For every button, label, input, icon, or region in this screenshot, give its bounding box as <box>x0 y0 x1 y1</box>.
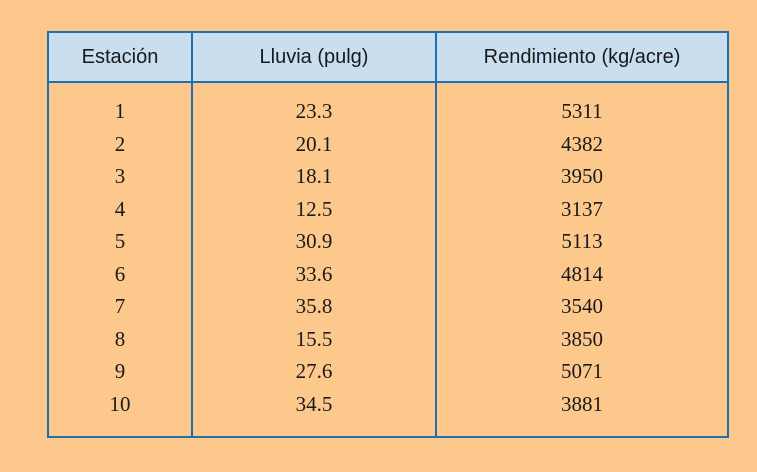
cell-estacion: 9 <box>114 359 126 383</box>
cell-estacion: 1 <box>114 99 126 123</box>
cell-lluvia: 20.1 <box>295 131 333 156</box>
cell-lluvia: 23.3 <box>295 99 333 123</box>
cell-rendimiento: 3950 <box>561 164 603 188</box>
cell-lluvia: 27.6 <box>295 359 333 383</box>
cell-estacion: 7 <box>114 294 126 318</box>
table-row: 4 12.5 3137 <box>49 193 727 226</box>
table-header-row: Estación Lluvia (pulg) Rendimiento (kg/a… <box>49 33 727 83</box>
cell-estacion: 8 <box>114 326 126 351</box>
cell-lluvia: 33.6 <box>295 261 333 286</box>
table-row: 8 15.5 3850 <box>49 323 727 356</box>
table-row: 2 20.1 4382 <box>49 128 727 161</box>
cell-lluvia: 30.9 <box>295 229 333 253</box>
table-row: 6 33.6 4814 <box>49 258 727 291</box>
cell-estacion: 5 <box>114 229 126 253</box>
table-body: 1 23.3 5311 2 20.1 4382 3 18.1 3950 4 12… <box>49 95 727 420</box>
cell-rendimiento: 4814 <box>561 261 603 286</box>
table-row: 9 27.6 5071 <box>49 355 727 388</box>
cell-lluvia: 18.1 <box>295 164 333 188</box>
table-row: 7 35.8 3540 <box>49 290 727 323</box>
cell-rendimiento: 4382 <box>561 131 603 156</box>
cell-estacion: 6 <box>114 261 126 286</box>
cell-rendimiento: 5071 <box>561 359 603 383</box>
cell-estacion: 4 <box>114 196 126 221</box>
table-row: 10 34.5 3881 <box>49 388 727 421</box>
cell-rendimiento: 3137 <box>561 196 603 221</box>
cell-rendimiento: 5113 <box>561 229 603 253</box>
column-divider-1 <box>191 33 193 436</box>
cell-lluvia: 34.5 <box>295 391 333 416</box>
cell-rendimiento: 3881 <box>561 391 603 416</box>
data-table: Estación Lluvia (pulg) Rendimiento (kg/a… <box>47 31 729 438</box>
table-row: 3 18.1 3950 <box>49 160 727 193</box>
column-divider-2 <box>435 33 437 436</box>
cell-rendimiento: 5311 <box>561 99 603 123</box>
cell-rendimiento: 3850 <box>561 326 603 351</box>
header-rendimiento: Rendimiento (kg/acre) <box>483 46 681 68</box>
header-lluvia: Lluvia (pulg) <box>259 46 369 68</box>
table-row: 5 30.9 5113 <box>49 225 727 258</box>
cell-estacion: 10 <box>109 391 131 416</box>
cell-lluvia: 12.5 <box>295 196 333 221</box>
cell-estacion: 2 <box>114 131 126 156</box>
cell-lluvia: 35.8 <box>295 294 333 318</box>
cell-rendimiento: 3540 <box>561 294 603 318</box>
header-estacion: Estación <box>81 46 159 68</box>
cell-estacion: 3 <box>114 164 126 188</box>
cell-lluvia: 15.5 <box>295 326 333 351</box>
table-row: 1 23.3 5311 <box>49 95 727 128</box>
